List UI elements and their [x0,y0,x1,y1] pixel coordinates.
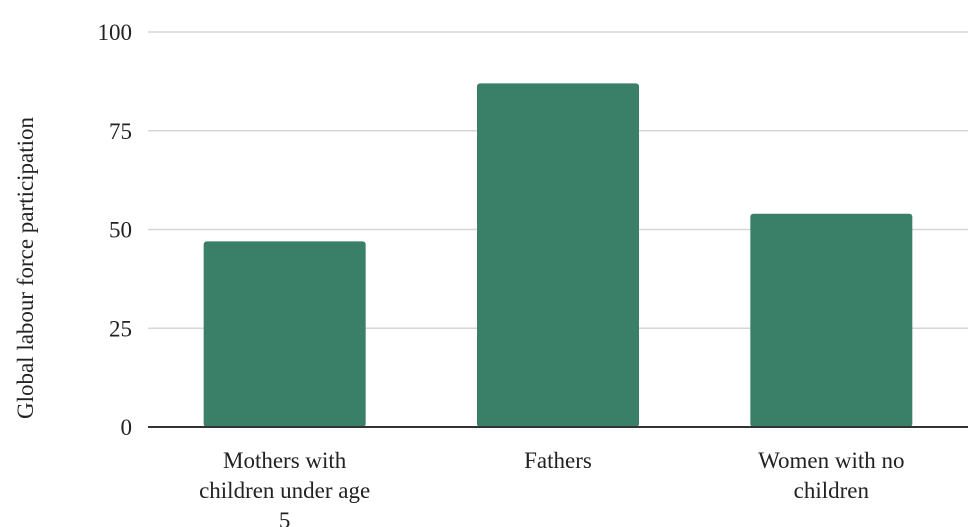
x-category-label-line: Mothers with [223,448,347,473]
y-tick-label: 25 [109,316,132,341]
y-tick-label: 100 [98,20,133,45]
x-category-label-line: Fathers [524,448,592,473]
x-category-label: Fathers [524,448,592,473]
y-tick-label: 0 [121,415,133,440]
y-axis-label: Global labour force participation [13,116,38,419]
bar [750,213,913,427]
bar [477,83,639,427]
x-category-label-line: Women with no [758,448,904,473]
y-tick-label: 50 [109,218,132,243]
bar [203,241,366,427]
x-category-label: Mothers with children under age 5 [199,448,370,527]
y-axis-ticks: 0 25 50 75 100 [98,20,133,440]
bars [203,83,913,427]
x-category-label-line: children [794,478,870,503]
x-category-label: Women with no children [758,448,904,503]
x-axis-categories: Mothers with children under age 5 Fathers Wo… [199,448,904,527]
x-category-label-line: children under age [199,478,370,503]
y-tick-label: 75 [109,119,132,144]
x-category-label-line: 5 [279,508,291,527]
